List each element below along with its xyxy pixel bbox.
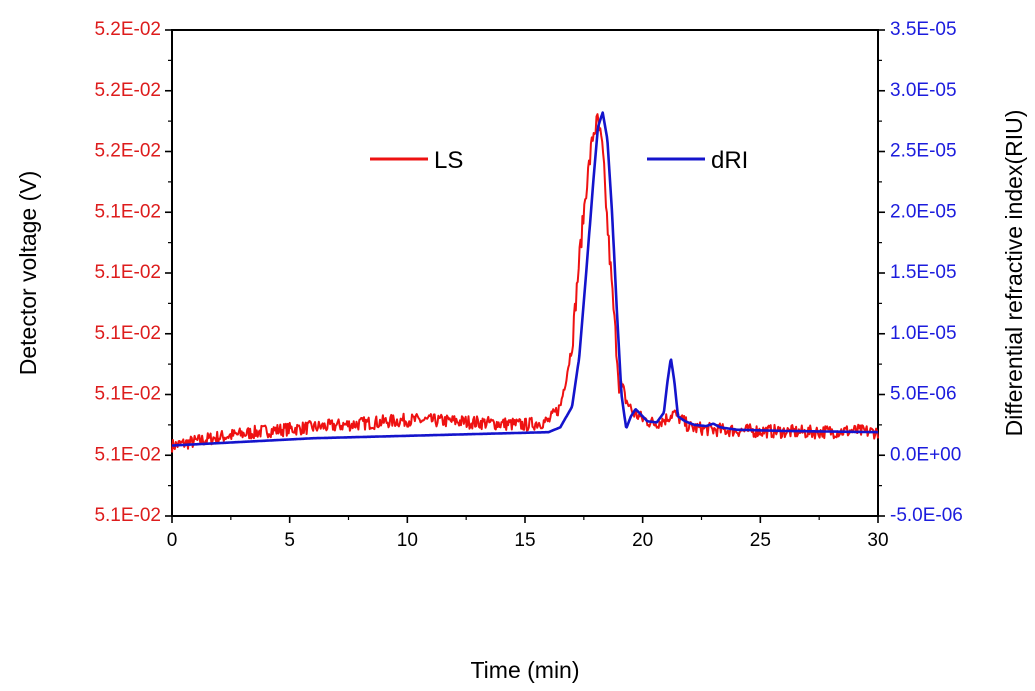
x-tick-label: 30 xyxy=(867,530,888,551)
legend-label-ls: LS xyxy=(434,147,463,174)
y-left-tick-label: 5.1E-02 xyxy=(94,444,161,465)
y-left-tick-label: 5.1E-02 xyxy=(94,323,161,344)
x-tick-label: 20 xyxy=(632,530,653,551)
x-tick-label: 25 xyxy=(750,530,771,551)
y-left-axis-title: Detector voltage (V) xyxy=(15,171,41,376)
series-line-ls xyxy=(171,113,879,453)
x-tick-label: 15 xyxy=(514,530,535,551)
y-right-tick-label: 2.0E-05 xyxy=(890,201,957,222)
y-right-tick-label: 0.0E+00 xyxy=(890,444,961,465)
x-tick-label: 0 xyxy=(167,530,178,551)
y-right-tick-label: 5.0E-06 xyxy=(890,384,957,405)
y-left-tick-label: 5.2E-02 xyxy=(94,19,161,40)
y-right-tick-label: 2.5E-05 xyxy=(890,141,957,162)
x-tick-label: 10 xyxy=(397,530,418,551)
y-right-tick-label: 1.0E-05 xyxy=(890,323,957,344)
y-left-tick-label: 5.1E-02 xyxy=(94,384,161,405)
x-axis-title: Time (min) xyxy=(470,657,579,683)
y-left-tick-label: 5.2E-02 xyxy=(94,80,161,101)
y-left-tick-label: 5.1E-02 xyxy=(94,262,161,283)
y-right-tick-label: 3.5E-05 xyxy=(890,19,957,40)
right-axis: -5.0E-06 0.0E+00 5.0E-06 1.0E-05 1.5E-05 2.0E… xyxy=(878,19,963,526)
y-right-tick-label: 3.0E-05 xyxy=(890,80,957,101)
plot-area xyxy=(171,29,879,517)
x-tick-label: 5 xyxy=(284,530,295,551)
y-right-axis-title: Differential refractive index(RIU) xyxy=(1001,110,1027,437)
left-axis: 5.1E-02 5.1E-02 5.1E-02 5.1E-02 5.1E-02 5.1E-… xyxy=(94,19,172,526)
y-left-tick-label: 5.2E-02 xyxy=(94,141,161,162)
series-layer xyxy=(171,111,879,453)
y-right-tick-label: -5.0E-06 xyxy=(890,505,963,526)
y-left-tick-label: 5.1E-02 xyxy=(94,201,161,222)
legend-dri: dRI xyxy=(647,147,748,174)
legend-ls: LS xyxy=(370,147,463,174)
series-line-dri xyxy=(171,111,879,447)
legend-label-dri: dRI xyxy=(711,147,748,174)
y-right-tick-label: 1.5E-05 xyxy=(890,262,957,283)
x-axis: 0 5 10 15 20 25 30 xyxy=(167,516,889,551)
y-left-tick-label: 5.1E-02 xyxy=(94,505,161,526)
